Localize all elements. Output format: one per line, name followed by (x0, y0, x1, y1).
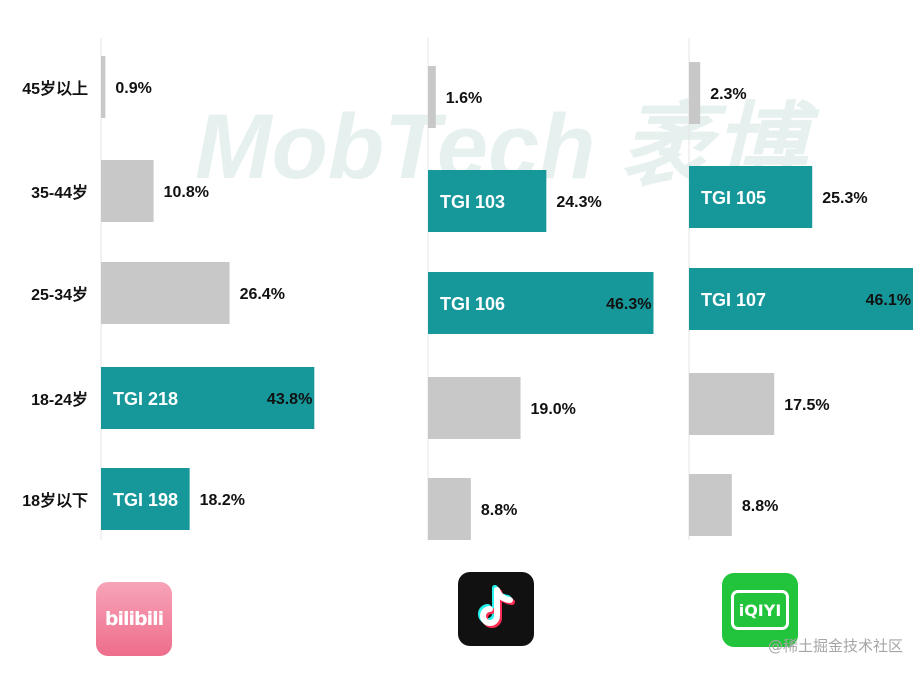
value-label: 43.8% (267, 391, 312, 408)
bar-iqiyi-3 (689, 268, 913, 330)
bar-iqiyi-4 (689, 373, 775, 435)
tgi-label: TGI 218 (113, 389, 178, 409)
value-label: 25.3% (822, 190, 867, 207)
bar-iqiyi-1 (689, 62, 701, 124)
value-label: 0.9% (115, 80, 151, 97)
category-label: 45岁以上 (22, 79, 88, 98)
value-label: 10.8% (164, 184, 209, 201)
value-label: 17.5% (784, 397, 829, 414)
tgi-label: TGI 198 (113, 490, 178, 510)
tgi-label: TGI 107 (701, 290, 766, 310)
value-label: 1.6% (446, 90, 482, 107)
category-label: 18岁以下 (22, 491, 88, 510)
category-label: 25-34岁 (31, 285, 88, 304)
value-label: 46.1% (866, 292, 911, 309)
bar-douyin-1 (428, 66, 436, 128)
category-label: 35-44岁 (31, 183, 88, 202)
tgi-label: TGI 105 (701, 188, 766, 208)
bar-douyin-3 (428, 272, 654, 334)
value-label: 26.4% (240, 286, 285, 303)
value-label: 46.3% (606, 296, 651, 313)
bilibili-logo-text: bilibili (104, 608, 164, 630)
bar-iqiyi-2 (689, 166, 813, 228)
bar-bilibili-5 (101, 468, 190, 530)
bilibili-logo-icon: bilibili (96, 582, 172, 656)
bar-bilibili-1 (101, 56, 106, 118)
bar-bilibili-2 (101, 160, 154, 222)
iqiyi-logo-text: iQIYI (738, 600, 782, 620)
value-label: 18.2% (200, 492, 245, 509)
tiktok-logo-icon (458, 572, 534, 646)
bar-bilibili-3 (101, 262, 230, 324)
bar-iqiyi-5 (689, 474, 732, 536)
bar-douyin-5 (428, 478, 471, 540)
watermark-credit: @稀土掘金技术社区 (767, 637, 903, 655)
value-label: 19.0% (531, 401, 576, 418)
value-label: 8.8% (481, 502, 517, 519)
iqiyi-logo-frame: iQIYI (731, 590, 789, 630)
bar-douyin-4 (428, 377, 521, 439)
tgi-label: TGI 103 (440, 192, 505, 212)
bar-bilibili-4 (101, 367, 315, 429)
category-label: 18-24岁 (31, 390, 88, 409)
value-label: 24.3% (556, 194, 601, 211)
bar-douyin-2 (428, 170, 547, 232)
tgi-label: TGI 106 (440, 294, 505, 314)
iqiyi-logo-icon: iQIYI (722, 573, 798, 647)
value-label: 8.8% (742, 498, 778, 515)
value-label: 2.3% (710, 86, 746, 103)
tiktok-note-icon (478, 585, 515, 628)
